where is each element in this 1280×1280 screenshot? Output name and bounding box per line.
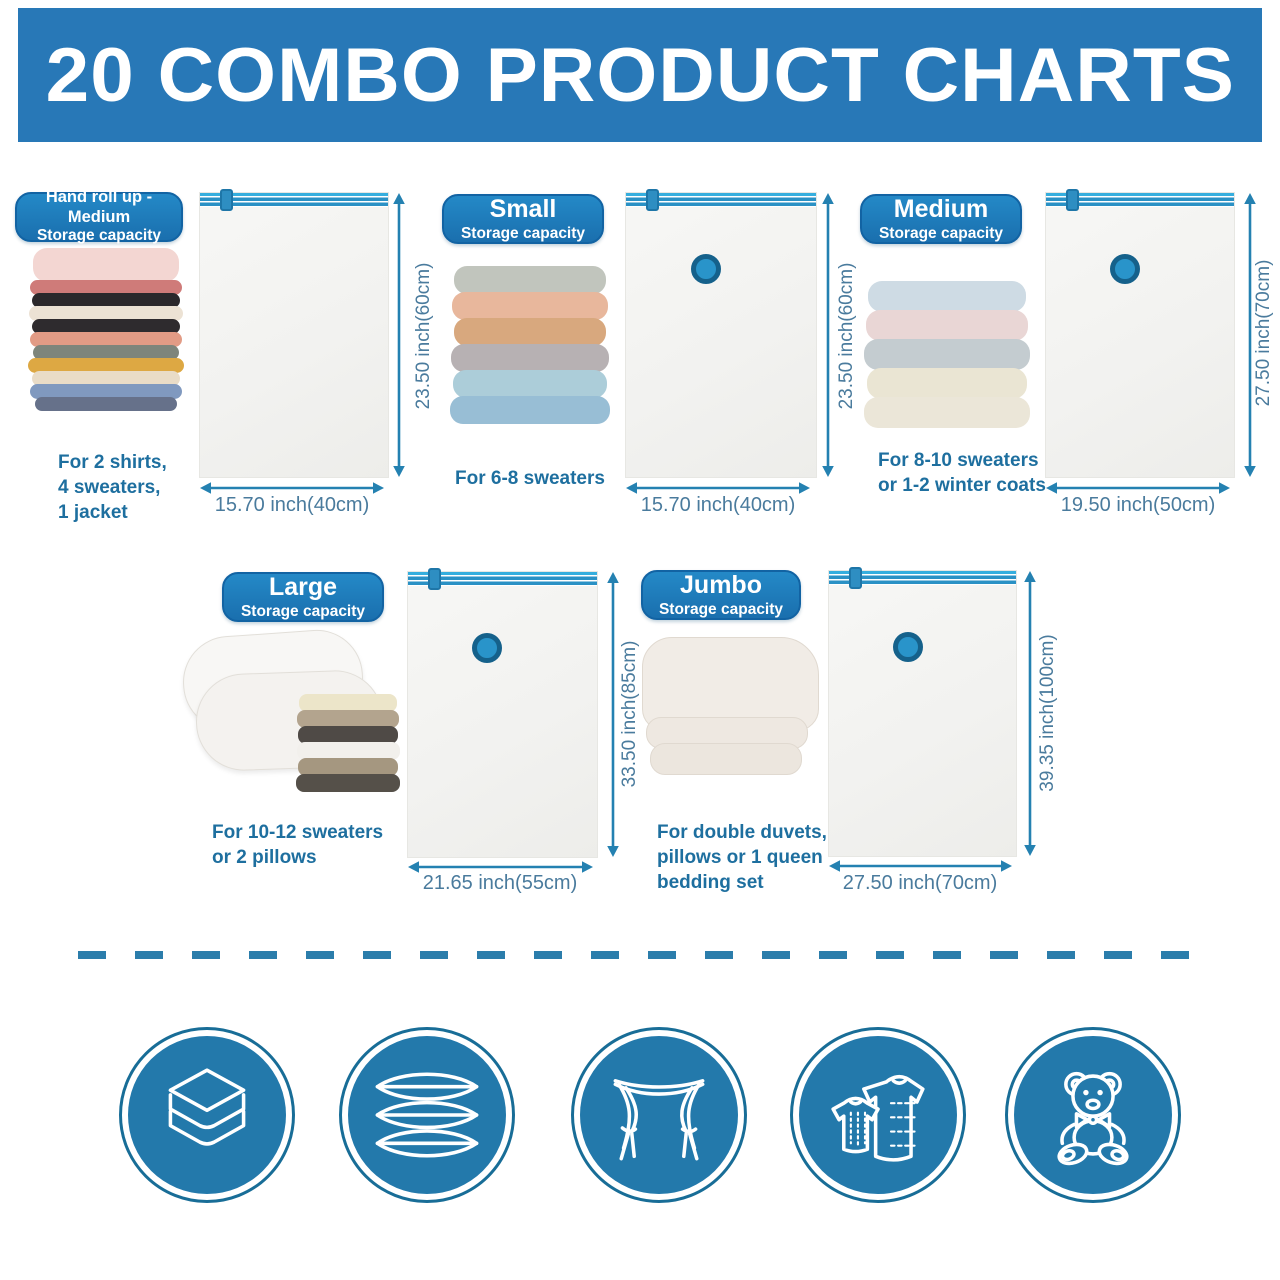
title-banner: 20 COMBO PRODUCT CHARTS [18,8,1262,142]
product-name: Small [489,195,557,224]
capacity-text: For 10-12 sweaters or 2 pillows [212,822,384,868]
vacuum-bag [407,568,598,858]
zipper-slider-icon [1066,189,1079,211]
zipper-seal [626,189,816,211]
page-title: 20 COMBO PRODUCT CHARTS [45,32,1235,118]
width-dimension-arrow [829,860,1012,872]
zipper-slider-icon [849,567,862,589]
product-name: Large [268,573,338,602]
width-label: 27.50 inch(70cm) [842,872,998,894]
height-label: 27.50 inch(70cm) [1253,259,1274,407]
product-label: Medium Storage capacity [860,194,1022,244]
vacuum-valve-icon [892,632,923,662]
product-subtitle: Storage capacity [658,600,784,618]
vacuum-bag [828,567,1017,857]
vacuum-valve-icon [472,633,503,663]
teddy-bear-icon [1005,1027,1181,1203]
capacity-text: For 6-8 sweaters [455,468,605,489]
height-label: 23.50 inch(60cm) [413,262,434,410]
curtains-icon [571,1027,747,1203]
width-label: 19.50 inch(50cm) [1060,494,1216,516]
sweater-stack-image [450,266,610,424]
width-label: 15.70 inch(40cm) [214,494,370,516]
vacuum-bag [1045,189,1235,478]
folded-towels-icon [119,1027,295,1203]
folded-clothes-stack-image [28,248,184,411]
product-subtitle: Storage capacity [460,224,586,242]
product-subtitle: Storage capacity [36,227,162,245]
capacity-text: For 8-10 sweaters or 1-2 winter coats [878,450,1046,496]
zipper-slider-icon [428,568,441,590]
zipper-slider-icon [646,189,659,211]
height-label: 39.35 inch(100cm) [1037,634,1058,792]
product-subtitle: Storage capacity [878,224,1004,242]
vacuum-valve-icon [1109,254,1140,284]
product-label: Small Storage capacity [442,194,604,244]
zipper-seal [829,567,1016,589]
product-name: Jumbo [680,571,762,600]
width-label: 15.70 inch(40cm) [640,494,796,516]
width-dimension-arrow [626,482,810,494]
height-label: 33.50 inch(85cm) [619,640,640,788]
width-dimension-arrow [200,482,384,494]
height-label: 23.50 inch(60cm) [836,262,857,410]
height-dimension-arrow [1244,193,1256,477]
height-dimension-arrow [393,193,405,477]
product-label: Hand roll up -Medium Storage capacity [15,188,183,245]
width-label: 21.65 inch(55cm) [422,872,578,894]
product-label: Jumbo Storage capacity [641,570,801,620]
coats-sweaters-icon [790,1027,966,1203]
product-name: Medium [893,195,989,224]
height-dimension-arrow [607,572,619,857]
product-label: Large Storage capacity [222,572,384,622]
vacuum-valve-icon [690,254,721,284]
height-dimension-arrow [1024,571,1036,856]
product-name: Hand roll up -Medium [45,188,153,226]
height-dimension-arrow [822,193,834,477]
capacity-text: For double duvets, pillows or 1 queen be… [657,822,827,893]
zipper-seal [200,189,388,211]
dashed-divider [78,951,1206,959]
width-dimension-arrow [408,861,593,873]
product-subtitle: Storage capacity [240,602,366,620]
blanket-stack-image [863,281,1031,428]
vacuum-bag [199,189,389,478]
zipper-seal [1046,189,1234,211]
capacity-text: For 2 shirts, 4 sweaters, 1 jacket [58,452,167,523]
zipper-slider-icon [220,189,233,211]
vacuum-bag [625,189,817,478]
towel-stack-image [295,694,401,792]
width-dimension-arrow [1046,482,1230,494]
zipper-seal [408,568,597,590]
pillows-icon [339,1027,515,1203]
